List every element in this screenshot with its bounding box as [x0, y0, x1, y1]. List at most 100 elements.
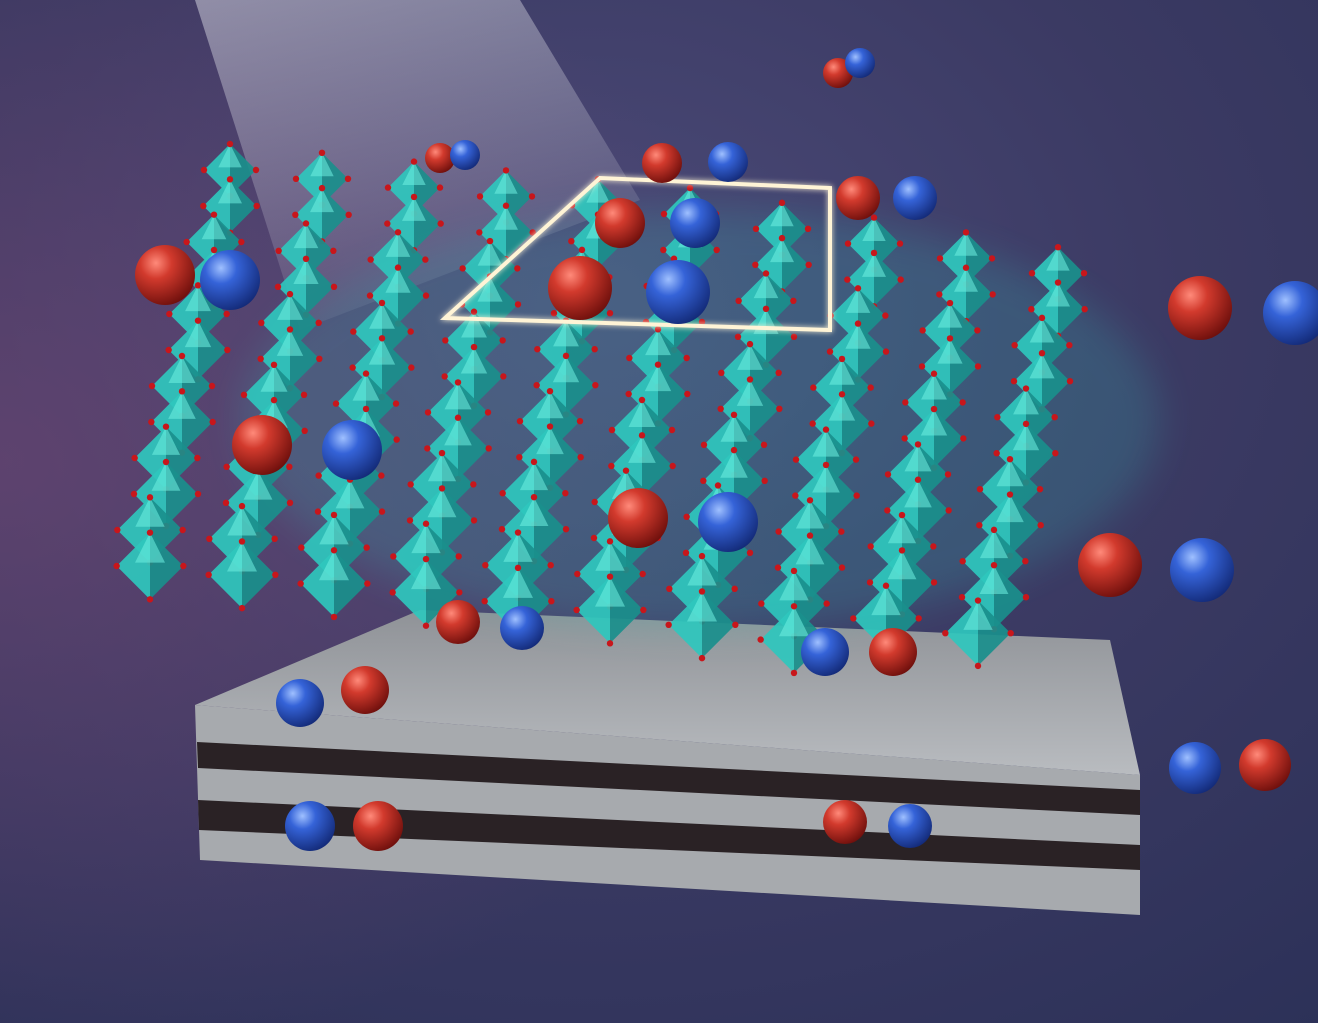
oxygen-atom	[257, 355, 264, 362]
oxygen-atom	[897, 276, 904, 283]
oxygen-atom	[330, 247, 337, 254]
oxygen-atom	[918, 363, 926, 370]
octahedron-icon	[297, 547, 371, 621]
blue-atom	[646, 260, 710, 324]
octahedron-icon	[993, 420, 1059, 486]
oxygen-atom	[838, 528, 845, 535]
oxygen-atom	[758, 600, 765, 607]
oxygen-atom	[976, 486, 984, 493]
oxygen-atom	[194, 317, 202, 324]
oxygen-atom	[665, 621, 672, 628]
oxygen-atom	[790, 297, 797, 304]
oxygen-atom	[394, 229, 402, 236]
oxygen-atom	[224, 346, 231, 354]
oxygen-atom	[562, 352, 570, 360]
diatomic-molecule-icon	[1078, 533, 1234, 602]
red-atom	[548, 256, 612, 320]
oxygen-atom	[476, 193, 484, 200]
oxygen-atom	[790, 567, 798, 575]
oxygen-atom	[958, 594, 966, 601]
oxygen-atom	[238, 238, 245, 246]
oxygen-atom	[562, 490, 569, 497]
diatomic-molecule-icon	[642, 142, 748, 183]
oxygen-atom	[178, 352, 186, 360]
oxygen-atom	[898, 547, 906, 554]
oxygen-atom	[850, 615, 857, 622]
oxygen-atom	[682, 549, 690, 556]
oxygen-atom	[378, 299, 386, 307]
oxygen-atom	[1054, 244, 1062, 251]
oxygen-atom	[989, 291, 996, 298]
oxygen-atom	[930, 370, 938, 377]
octahedron-icon	[942, 597, 1014, 670]
diatomic-molecule-icon	[436, 600, 544, 650]
oxygen-atom	[454, 414, 462, 421]
oxygen-atom	[330, 283, 338, 290]
oxygen-atom	[162, 423, 170, 430]
oxygen-atom	[757, 636, 764, 643]
oxygen-atom	[746, 376, 754, 383]
blue-atom	[845, 48, 875, 78]
red-atom	[595, 198, 645, 248]
oxygen-atom	[844, 276, 851, 283]
oxygen-atom	[481, 598, 488, 605]
oxygen-atom	[576, 418, 584, 425]
oxygen-atom	[131, 454, 138, 462]
blue-atom	[285, 801, 335, 851]
oxygen-atom	[442, 337, 449, 344]
oxygen-atom	[990, 562, 998, 569]
oxygen-atom	[700, 477, 707, 484]
oxygen-atom	[853, 492, 860, 499]
oxygen-atom	[668, 426, 676, 434]
oxygen-atom	[530, 458, 538, 466]
oxygen-atom	[499, 490, 506, 497]
substrate-stripe-upper	[197, 742, 1140, 815]
oxygen-atom	[146, 529, 154, 536]
oxygen-atom	[902, 399, 909, 406]
oxygen-atom	[760, 441, 768, 448]
oxygen-atom	[778, 199, 786, 206]
oxygen-atom	[574, 570, 581, 578]
oxygen-atom	[366, 292, 374, 299]
oxygen-atom	[1007, 630, 1014, 637]
oxygen-atom	[345, 211, 352, 218]
blue-atom	[708, 142, 748, 182]
octahedron-icon	[389, 555, 463, 629]
oxygen-atom	[499, 337, 506, 344]
oxygen-atom	[238, 538, 246, 545]
oxygen-atom	[606, 573, 614, 580]
oxygen-atom	[389, 589, 396, 596]
oxygen-atom	[297, 580, 304, 587]
oxygen-atom	[362, 370, 370, 377]
octahedron-icon	[752, 199, 812, 258]
oxygen-atom	[822, 426, 830, 433]
octahedron-icon	[292, 184, 352, 245]
oxygen-atom	[330, 547, 338, 554]
blue-atom	[500, 606, 544, 650]
oxygen-atom	[959, 558, 966, 565]
oxygen-atom	[790, 603, 798, 610]
oxygen-atom	[960, 435, 967, 442]
oxygen-atom	[470, 308, 478, 315]
octahedron-icon	[113, 529, 187, 603]
oxygen-atom	[1022, 594, 1030, 601]
oxygen-atom	[577, 454, 584, 461]
oxygen-atom	[528, 193, 536, 200]
octahedron-icon	[1028, 244, 1088, 303]
oxygen-atom	[844, 240, 852, 247]
oxygen-atom	[516, 418, 524, 425]
oxygen-atom	[1054, 279, 1062, 286]
oxygen-atom	[838, 391, 846, 398]
oxygen-atom	[790, 669, 798, 677]
octahedron-icon	[200, 176, 260, 236]
oxygen-atom	[406, 517, 414, 524]
octahedron-icon	[936, 229, 996, 288]
oxygen-atom	[852, 456, 860, 463]
oxygen-atom	[732, 621, 739, 628]
octahedron-icon	[809, 391, 875, 457]
oxygen-atom	[606, 538, 614, 545]
oxygen-atom	[930, 405, 938, 413]
oxygen-atom	[146, 596, 154, 603]
oxygen-atom	[424, 445, 431, 452]
oxygen-atom	[1080, 270, 1088, 277]
